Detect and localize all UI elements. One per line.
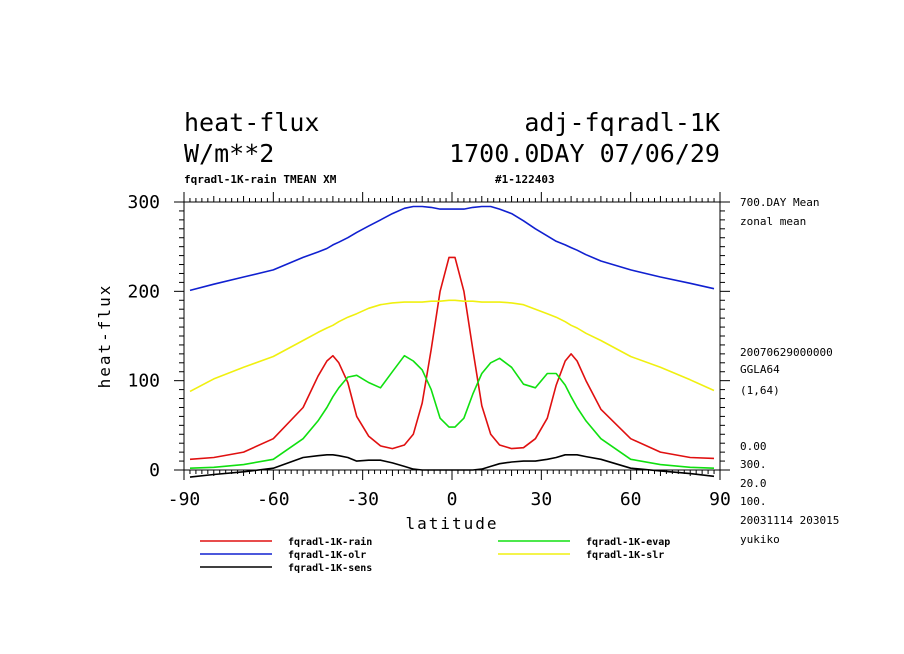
x-tick-label: -90	[168, 489, 201, 510]
info-v2: 300.	[740, 458, 767, 471]
subtitle-right: #1-122403	[495, 173, 555, 186]
x-tick-label: 60	[620, 489, 642, 510]
x-tick-label: 0	[447, 489, 458, 510]
series-layer	[189, 205, 715, 478]
units-label: W/m**2	[184, 139, 274, 168]
y-tick-label: 100	[127, 371, 160, 392]
y-tick-label: 0	[149, 460, 160, 481]
x-tick-label: -60	[257, 489, 290, 510]
legend: fqradl-1K-rain fqradl-1K-olr fqradl-1K-sen…	[200, 536, 670, 574]
time-label: 1700.0DAY 07/06/29	[449, 139, 720, 168]
series-line-fqradl-1K-olr	[189, 205, 715, 292]
x-tick-label: 30	[530, 489, 552, 510]
y-tick-label: 300	[127, 192, 160, 213]
x-tick-label: -30	[346, 489, 379, 510]
experiment-name: adj-fqradl-1K	[524, 108, 720, 137]
series-line-fqradl-1K-sens	[189, 453, 715, 478]
x-tick-labels: -90 -60 -30 0 30 60 90	[168, 489, 731, 510]
legend-label: fqradl-1K-sens	[288, 563, 372, 574]
legend-label: fqradl-1K-olr	[288, 550, 366, 561]
series-line-fqradl-1K-evap	[189, 354, 715, 469]
legend-label: fqradl-1K-evap	[586, 537, 670, 548]
info-grid: GGLA64	[740, 363, 780, 376]
info-mean: 700.DAY Mean	[740, 196, 819, 209]
info-date: 20070629000000	[740, 346, 833, 359]
y-tick-labels: 0 100 200 300	[127, 192, 160, 481]
info-stamp: 20031114 203015	[740, 514, 839, 527]
y-tick-label: 200	[127, 281, 160, 302]
chart-title: heat-flux	[184, 108, 319, 137]
series-line-fqradl-1K-rain	[189, 256, 715, 461]
y-axis-label: heat-flux	[95, 284, 114, 389]
axis-ticks	[174, 192, 730, 480]
legend-label: fqradl-1K-rain	[288, 536, 372, 548]
info-v3: 20.0	[740, 477, 767, 490]
info-index: (1,64)	[740, 384, 780, 397]
info-v4: 100.	[740, 495, 767, 508]
info-user: yukiko	[740, 533, 780, 546]
info-zonal: zonal mean	[740, 215, 806, 228]
series-line-fqradl-1K-slr	[189, 299, 715, 393]
x-tick-label: 90	[709, 489, 731, 510]
subtitle-left: fqradl-1K-rain TMEAN XM	[184, 173, 337, 186]
x-axis-label: latitude	[405, 514, 498, 533]
plot-frame	[183, 201, 721, 471]
legend-label: fqradl-1K-slr	[586, 550, 664, 561]
info-v1: 0.00	[740, 440, 767, 453]
